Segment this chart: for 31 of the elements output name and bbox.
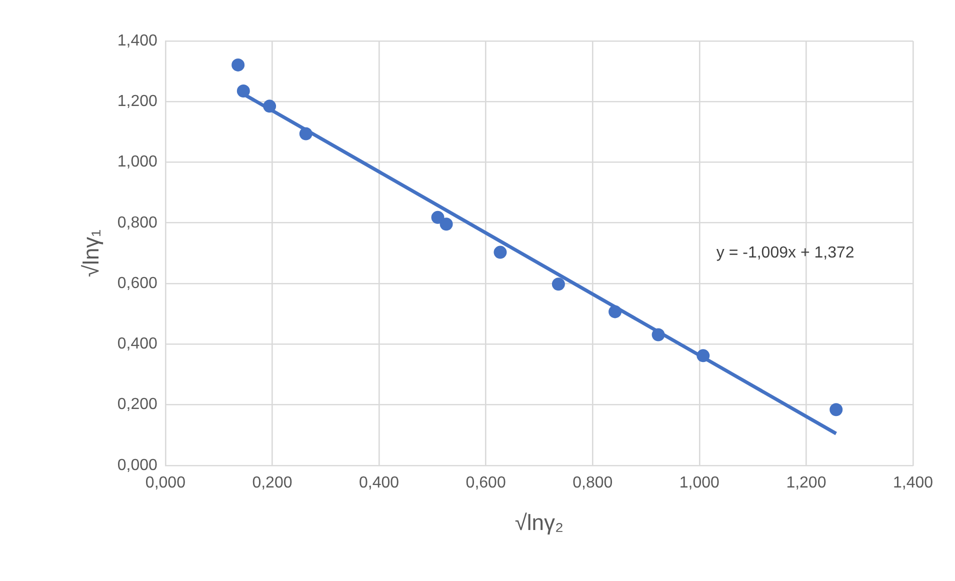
point	[608, 305, 622, 318]
point	[232, 58, 245, 72]
x-axis-title: √lnγ₂	[514, 510, 564, 535]
point	[830, 403, 843, 416]
y-tick-label: 1,200	[117, 93, 158, 110]
y-tick-label: 0,400	[117, 336, 158, 353]
y-tick-label: 0,600	[117, 274, 158, 292]
point	[263, 100, 276, 113]
y-tick-label: 0,200	[117, 396, 158, 414]
x-tick-label: 0,800	[572, 474, 613, 492]
y-tick-label: 1,000	[117, 154, 158, 171]
x-tick-label: 1,000	[679, 474, 720, 492]
y-tick-label: 0,000	[117, 456, 158, 474]
point	[652, 328, 665, 342]
point	[494, 246, 507, 259]
x-tick-label: 1,200	[786, 474, 826, 492]
y-tick-label: 1,400	[117, 32, 158, 50]
point	[552, 278, 565, 291]
y-axis-title: √lnγ₁	[78, 229, 104, 278]
point	[299, 127, 312, 140]
x-tick-label: 0,600	[466, 474, 506, 492]
x-tick-label: 0,000	[145, 474, 186, 492]
x-tick-label: 1,400	[892, 474, 934, 492]
y-tick-label: 0,800	[117, 214, 158, 232]
point	[696, 349, 710, 362]
point	[236, 84, 250, 98]
x-tick-label: 0,400	[359, 474, 400, 492]
point	[431, 210, 444, 224]
annotation: y = -1,009x + 1,372	[716, 244, 854, 262]
x-tick-label: 0,200	[252, 474, 292, 492]
point	[440, 218, 453, 231]
